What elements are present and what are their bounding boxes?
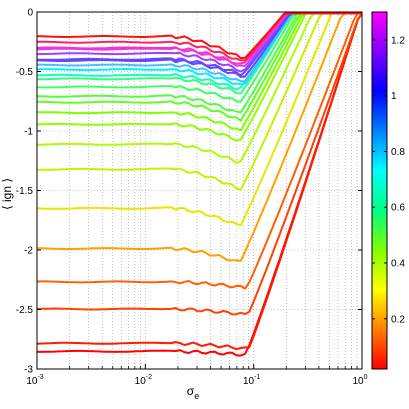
colorbar-tick-label: 0.4 <box>391 259 405 270</box>
y-tick-label: 0 <box>27 8 33 19</box>
colorbar-tick-label: 0.2 <box>391 314 405 325</box>
colorbar-tick-label: 1 <box>391 91 397 102</box>
x-tick-label: 10-2 <box>135 374 152 387</box>
colorbar-tick-label: 1.2 <box>391 35 405 46</box>
y-tick-label: -1.5 <box>16 186 34 197</box>
series-line <box>37 12 362 262</box>
x-axis-label-main: σ <box>187 384 195 398</box>
series-line <box>37 12 362 316</box>
series-line <box>37 12 362 351</box>
colorbar <box>371 11 388 370</box>
y-tick-label: -1 <box>24 127 33 138</box>
series-line <box>37 12 362 290</box>
series-line <box>37 12 362 165</box>
x-axis-label: σe <box>187 384 199 401</box>
x-tick-label: 10-1 <box>243 374 260 387</box>
x-axis-label-sub: e <box>194 391 199 401</box>
x-tick-label: 100 <box>352 374 367 387</box>
colorbar-ticks: 0.2 0.4 0.6 0.8 1 1.2 <box>372 35 405 325</box>
series-line <box>37 12 362 60</box>
y-tick-label: -2.5 <box>16 305 34 316</box>
series-line <box>37 12 362 227</box>
series-line <box>37 12 362 78</box>
y-tick-label: -2 <box>24 246 33 257</box>
series-group <box>37 12 362 357</box>
y-tick-label: -3 <box>24 365 33 376</box>
series-line <box>37 12 362 191</box>
x-tick-label: 10-3 <box>26 374 43 387</box>
y-axis-label: ⟨ ign ⟩ <box>0 178 14 210</box>
colorbar-tick-label: 0.6 <box>391 203 405 214</box>
y-axis: 0 -0.5 -1 -1.5 -2 -2.5 -3 <box>16 8 362 376</box>
y-tick-label: -0.5 <box>16 67 34 78</box>
x-axis: 10-3 10-2 10-1 100 <box>26 364 368 387</box>
colorbar-tick-label: 0.8 <box>391 147 405 158</box>
